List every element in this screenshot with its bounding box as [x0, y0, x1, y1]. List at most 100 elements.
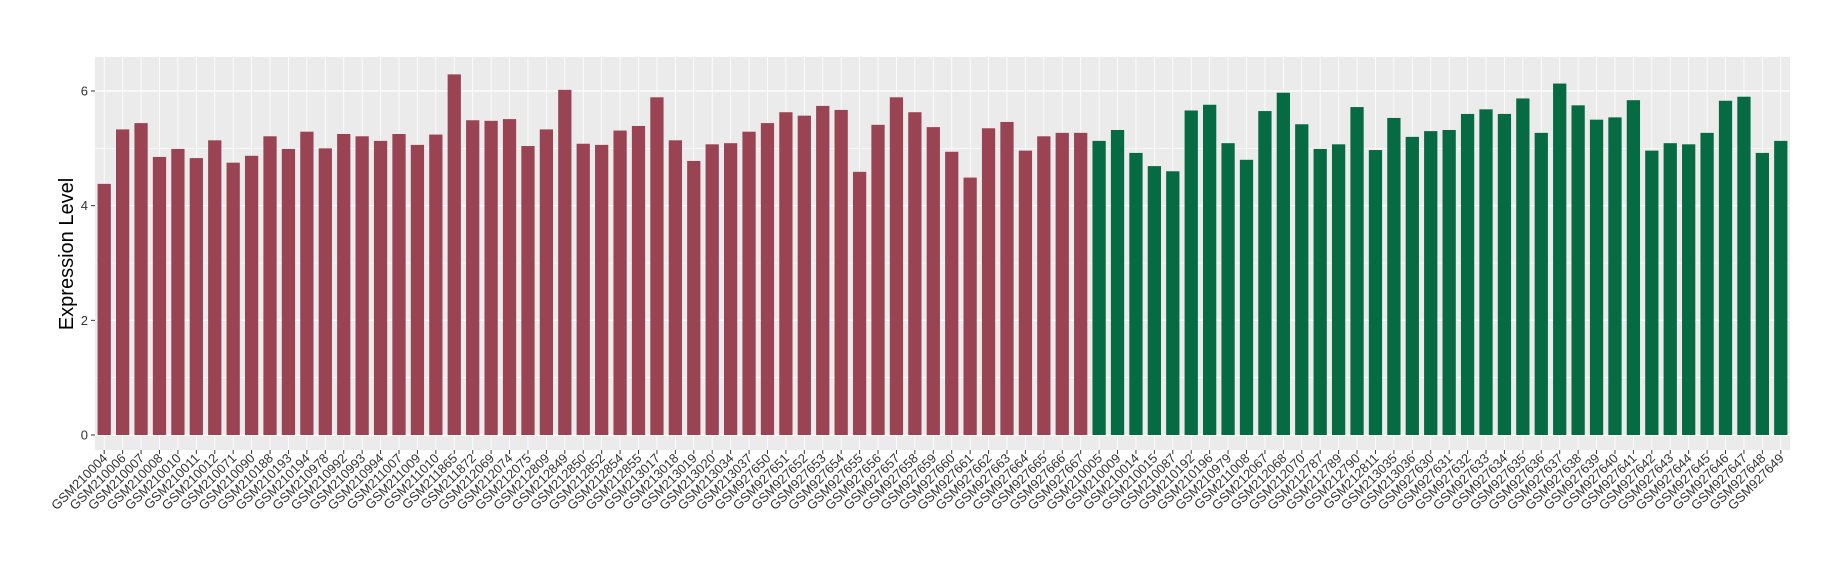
bar	[1092, 140, 1106, 435]
bar	[576, 143, 590, 435]
bar	[1258, 111, 1272, 436]
bar	[742, 131, 756, 435]
bar	[834, 109, 848, 436]
bar	[355, 136, 369, 435]
bar	[1589, 119, 1604, 436]
bar	[1663, 143, 1677, 435]
bar	[852, 171, 867, 435]
bar	[1442, 129, 1456, 435]
bar	[613, 130, 627, 435]
bar	[1645, 150, 1659, 436]
bar	[116, 129, 130, 435]
bar	[1534, 132, 1548, 435]
bar	[1368, 150, 1383, 435]
bar	[189, 158, 203, 435]
bar	[705, 144, 719, 435]
bar	[908, 112, 922, 436]
bar	[281, 148, 296, 435]
bar	[1608, 117, 1622, 435]
bar	[723, 143, 738, 435]
bar	[171, 148, 185, 435]
bars	[97, 74, 1788, 436]
bar	[595, 144, 609, 436]
bar	[1221, 143, 1235, 435]
y-tick-label: 4	[81, 198, 88, 213]
bar	[1424, 131, 1438, 435]
bar	[1405, 136, 1419, 435]
bar	[760, 123, 775, 436]
bar	[1147, 166, 1162, 435]
bar	[502, 119, 517, 436]
bar	[1203, 104, 1217, 435]
bar	[1184, 110, 1198, 435]
bar	[1037, 136, 1051, 435]
bar	[152, 156, 167, 435]
bar	[1055, 132, 1069, 435]
bar	[945, 151, 959, 436]
bar	[1331, 144, 1346, 435]
bar	[1000, 121, 1014, 436]
bar	[1166, 171, 1180, 435]
bar	[1774, 140, 1788, 435]
bar	[558, 89, 572, 435]
bar	[871, 124, 885, 436]
bar	[244, 155, 259, 435]
bar	[797, 115, 811, 436]
bar	[889, 97, 904, 435]
bar	[779, 112, 793, 436]
bar	[650, 97, 664, 435]
bar	[963, 177, 977, 435]
bar	[1497, 113, 1512, 435]
bar	[816, 105, 830, 435]
bar	[1516, 98, 1530, 435]
y-tick-label: 6	[81, 84, 88, 99]
bar	[300, 131, 314, 435]
bar	[1682, 144, 1696, 435]
bar	[97, 183, 111, 435]
bar	[1350, 107, 1364, 435]
bar	[466, 120, 480, 436]
bar	[539, 129, 554, 435]
bar	[521, 146, 535, 436]
bar	[687, 160, 701, 436]
bar	[1295, 124, 1309, 436]
bar	[1129, 152, 1143, 436]
bar	[1553, 83, 1567, 436]
bar	[1387, 117, 1401, 436]
bar	[1737, 96, 1751, 435]
bar	[429, 134, 443, 435]
y-axis: 0 2 4 6	[81, 84, 95, 443]
bar	[373, 140, 388, 435]
bar	[1755, 152, 1769, 436]
bar	[926, 127, 940, 436]
y-tick-label: 0	[81, 428, 88, 443]
bar	[1110, 129, 1125, 435]
bar	[1571, 105, 1585, 435]
y-tick-label: 2	[81, 313, 88, 328]
bar	[1313, 148, 1327, 435]
bar	[208, 140, 222, 435]
bar	[1700, 132, 1714, 435]
bar	[1479, 109, 1493, 435]
bar	[1718, 100, 1733, 435]
bar	[981, 128, 996, 435]
bar	[1276, 92, 1290, 435]
bar	[668, 140, 682, 435]
bar	[134, 123, 148, 436]
bar	[318, 148, 332, 436]
bar	[226, 162, 240, 435]
bar	[1239, 159, 1254, 436]
x-axis: GSM210004GSM210006GSM210007GSM210008GSM2…	[48, 450, 1787, 513]
bar	[1626, 100, 1641, 435]
bar	[1074, 132, 1088, 435]
bar	[1018, 150, 1033, 436]
bar	[1460, 113, 1475, 435]
bar	[484, 120, 498, 436]
bar	[447, 74, 461, 435]
bar	[410, 144, 425, 436]
bar	[631, 125, 646, 436]
bar	[337, 134, 351, 435]
y-axis-title: Expression Level	[56, 178, 78, 330]
bar	[263, 136, 277, 435]
